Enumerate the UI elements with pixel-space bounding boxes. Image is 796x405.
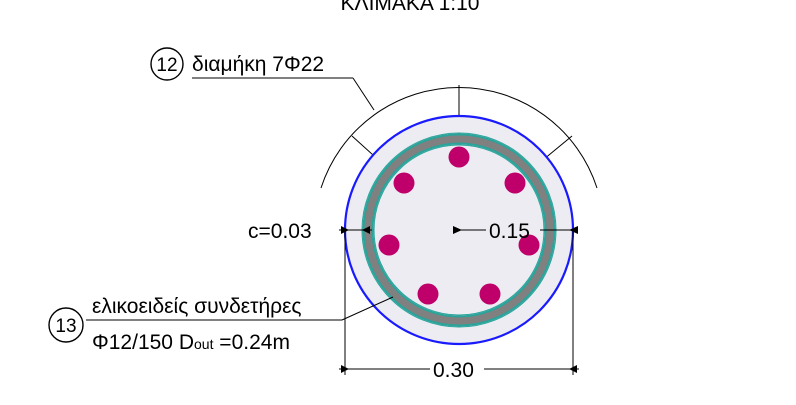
spiral-spec-main: Φ12/150 D bbox=[92, 331, 194, 354]
diameter-tick bbox=[569, 365, 577, 373]
leader-longitudinal-diag bbox=[352, 77, 375, 111]
callout-12-bubble bbox=[150, 47, 184, 81]
radius-dimension-label: 0.15 bbox=[489, 220, 530, 243]
callout-12-number: 12 bbox=[156, 55, 177, 76]
rebar bbox=[378, 234, 400, 256]
rebar bbox=[417, 283, 439, 305]
callout-13-number: 13 bbox=[55, 316, 76, 337]
callout-13-line2: Φ12/150 Dout =0.24m bbox=[92, 331, 290, 354]
callout-13-line1: ελικοειδείς συνδετήρες bbox=[92, 295, 302, 318]
cover-dimension-label: c=0.03 bbox=[248, 220, 312, 243]
rebar bbox=[393, 172, 415, 194]
callout-12-text: διαμήκη 7Φ22 bbox=[192, 53, 324, 76]
spiral-spec-tail: =0.24m bbox=[213, 331, 289, 354]
diameter-tick bbox=[341, 365, 349, 373]
scale-title: ΚΛΙΜΑΚΑ 1:10 bbox=[341, 0, 480, 15]
callout-13-bubble bbox=[48, 307, 84, 343]
rebar bbox=[518, 234, 540, 256]
cover-tick bbox=[362, 226, 370, 234]
rebar bbox=[479, 283, 501, 305]
rebar bbox=[504, 172, 526, 194]
rebars bbox=[378, 146, 540, 305]
diameter-dimension-label: 0.30 bbox=[433, 359, 474, 382]
spiral-spec-subscript: out bbox=[194, 336, 214, 352]
leader-spiral-diag bbox=[341, 296, 394, 321]
rebar bbox=[448, 146, 470, 168]
